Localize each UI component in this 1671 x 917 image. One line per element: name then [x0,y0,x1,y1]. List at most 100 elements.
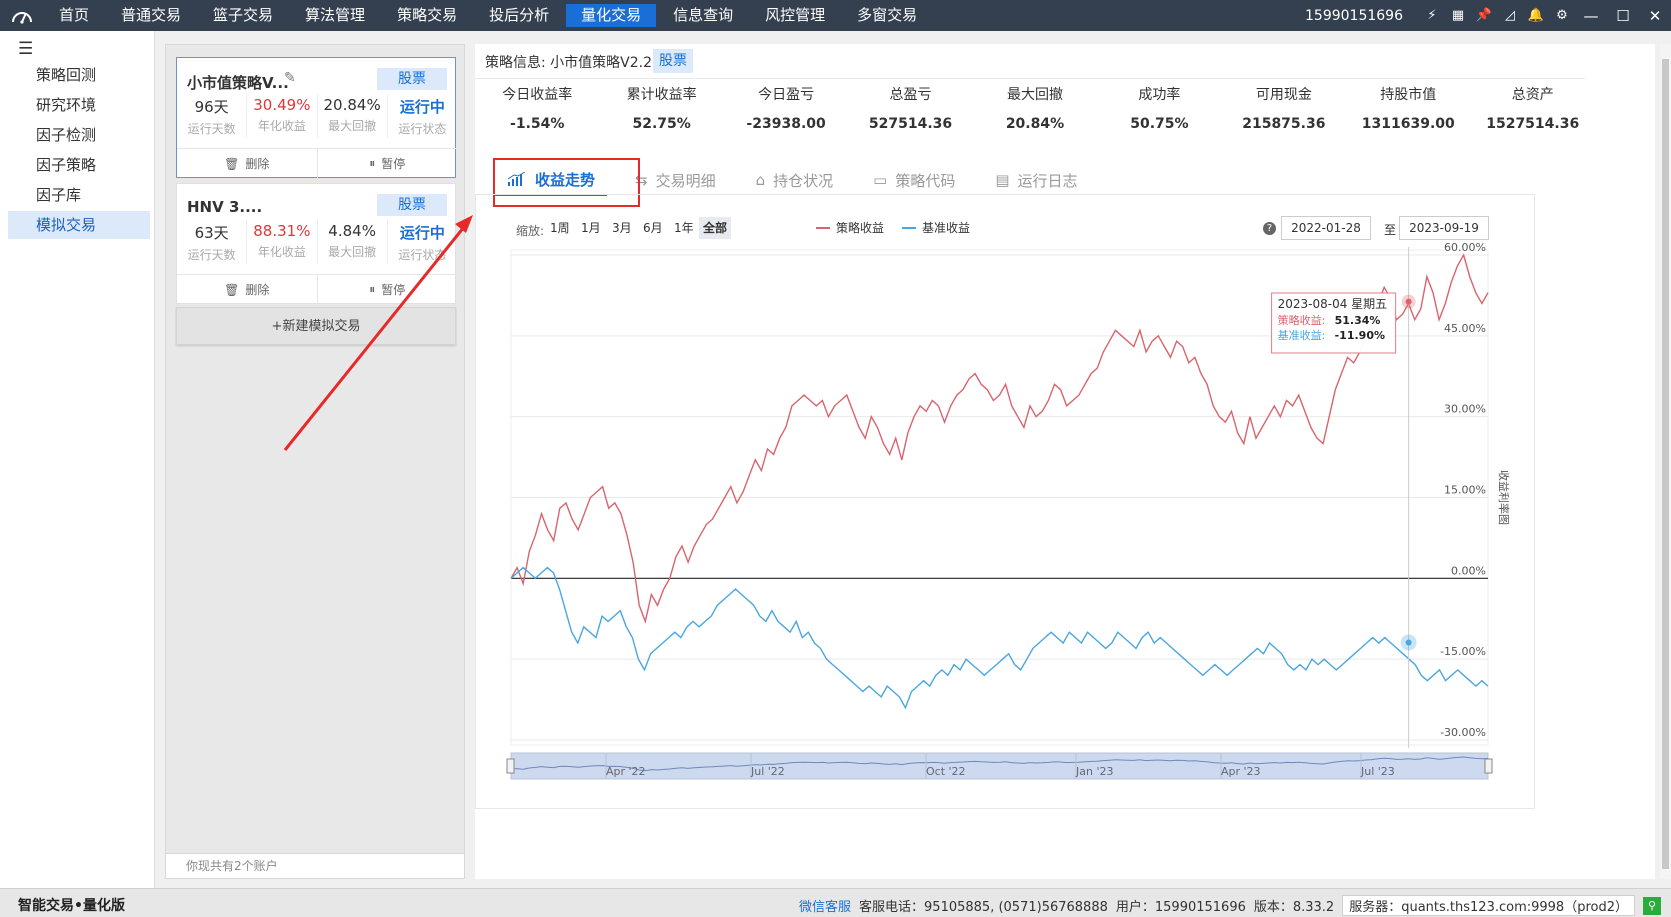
tab-positions[interactable]: ⌂ 持仓状况 [744,164,846,196]
end-date-input[interactable]: 2023-09-19 [1399,216,1489,240]
zoom-button[interactable]: 全部 [699,217,732,239]
summary-value: 50.75% [1130,116,1189,132]
zoom-button[interactable]: 1月 [581,221,601,235]
tab-label: 持仓状况 [773,171,834,190]
account-card[interactable]: 小市值策略V... ✎ 股票 96天 运行天数 30.49% 年化收益 20.84%… [176,57,458,178]
nav-item[interactable]: 量化交易 [566,4,657,27]
help-icon[interactable]: ? [1263,222,1276,235]
zoom-label: 缩放: [516,224,545,238]
chart-icon[interactable]: ◿ [1505,8,1515,23]
y-tick-label: 45.00% [1444,322,1486,335]
sidebar-item[interactable]: 因子检测 [36,126,97,144]
summary-cell: 总资产 1527514.36 [1471,84,1595,144]
nav-item[interactable]: 策略交易 [397,6,458,24]
tab-label: 运行日志 [1017,171,1078,190]
nav-item[interactable]: 投后分析 [489,6,550,24]
strategy-detail-panel: 策略信息: 小市值策略V2.2 股票 今日收益率 -1.54% 累计收益率 52.75… [475,44,1655,879]
maximize-icon[interactable]: ☐ [1616,6,1630,25]
pause-button[interactable]: ⏸ 暂停 [318,149,458,178]
max-drawdown: 4.84% [328,222,376,240]
navigator [510,752,1489,780]
pin-icon[interactable]: 📌 [1475,8,1493,23]
scrollbar-thumb[interactable] [1662,59,1669,869]
run-status: 运行中 [399,98,445,116]
zoom-button[interactable]: 6月 [643,221,663,235]
navigator-left-handle[interactable] [506,758,515,774]
run-days-label: 运行天数 [187,122,236,136]
annual-return-label: 年化收益 [257,119,306,133]
tooltip-s2-value: -11.90% [1335,329,1385,342]
tab-code[interactable]: ▭ 策略代码 [861,164,967,196]
new-sim-trade-button[interactable]: +新建模拟交易 [176,307,456,345]
legend-strategy[interactable]: 策略收益 [816,219,884,236]
strategy-info-label: 策略信息: [485,55,546,71]
summary-key: 今日收益率 [502,87,573,103]
tooltip-s1-value: 51.34% [1335,314,1381,327]
connection-icon: ⚲ [1643,896,1661,915]
navigator-label: Jan '23 [1075,765,1113,778]
sidebar-item[interactable]: 策略回测 [36,66,97,84]
summary-value: 527514.36 [868,116,953,132]
legend-benchmark[interactable]: 基准收益 [902,219,970,236]
nav-item[interactable]: 算法管理 [305,6,366,24]
run-days-label: 运行天数 [187,248,236,262]
account-phone: 15990151696 [1305,7,1403,24]
navigator-right-handle[interactable] [1484,758,1493,774]
gear-icon[interactable]: ⚙ [1556,8,1568,23]
top-navbar: 首页 普通交易 篮子交易 算法管理 策略交易 投后分析 量化交易 信息查询 风控管理 多窗交易 1… [0,0,1671,31]
max-drawdown-label: 最大回撤 [328,245,377,259]
nav-item[interactable]: 普通交易 [121,6,182,24]
benchmark-hover-point [1405,639,1412,646]
zoom-button[interactable]: 1年 [674,221,694,235]
close-icon[interactable]: ✕ [1648,6,1662,25]
wechat-service-link[interactable]: 微信客服 [799,900,852,915]
main-nav: 首页 普通交易 篮子交易 算法管理 策略交易 投后分析 量化交易 信息查询 风控管理 多窗交易 [44,0,934,31]
summary-cell: 今日收益率 -1.54% [475,84,599,144]
account-card[interactable]: HNV 3.... 股票 63天 运行天数 88.31% 年化收益 4.84% 最大回… [176,183,458,304]
delete-button[interactable]: 🗑 删除 [177,275,318,304]
minimize-icon[interactable]: — [1583,6,1599,25]
tab-returns[interactable]: 收益走势 [493,158,640,207]
y-tick-label: 15.00% [1444,484,1486,497]
left-sidebar: ☰ 策略回测研究环境因子检测因子策略因子库模拟交易 [0,31,155,888]
bar-chart-icon [507,171,526,186]
nav-item[interactable]: 信息查询 [673,6,734,24]
edit-pencil-icon[interactable]: ✎ [284,70,296,86]
summary-value: 1527514.36 [1486,116,1580,132]
summary-key: 累计收益率 [626,87,697,103]
sidebar-item[interactable]: 模拟交易 [8,211,150,239]
accounts-count: 你现共有2个账户 [166,853,464,878]
returns-line-chart[interactable]: 60.00% 45.00% 30.00% 15.00% 0.00% -15.00% -30.… [476,195,1534,795]
hamburger-menu-icon[interactable]: ☰ [18,39,34,59]
app-logo-icon[interactable] [0,0,44,31]
y-tick-label: 0.00% [1451,564,1486,577]
legend-label: 策略收益 [836,221,885,235]
delete-button[interactable]: 🗑 删除 [177,149,318,178]
pause-button[interactable]: ⏸ 暂停 [318,275,458,304]
vertical-scrollbar[interactable] [1660,44,1671,879]
sidebar-item[interactable]: 因子策略 [36,156,97,174]
nav-item[interactable]: 多窗交易 [857,6,918,24]
summary-cell: 成功率 50.75% [1097,84,1221,144]
layout-icon[interactable]: ▦ [1451,8,1465,23]
sidebar-item[interactable]: 研究环境 [36,96,97,114]
summary-cell: 持股市值 1311639.00 [1346,84,1470,144]
tab-logs[interactable]: ▤ 运行日志 [983,164,1089,196]
summary-key: 总资产 [1511,87,1554,103]
bell-icon[interactable]: 🔔 [1527,8,1545,23]
sidebar-item[interactable]: 因子库 [36,186,82,204]
nav-item[interactable]: 篮子交易 [213,6,274,24]
annual-return-label: 年化收益 [257,245,306,259]
y-axis-label: 收益利率图 [1497,470,1511,525]
tab-label: 策略代码 [895,171,956,190]
start-date-input[interactable]: 2022-01-28 [1281,216,1371,240]
returns-chart-panel: 缩放: 1周 1月 3月 6月 1年 全部 策略收益 基准收益 ? 2022-01-28 … [475,194,1535,809]
lightning-icon[interactable]: ⚡ [1427,8,1437,23]
nav-item[interactable]: 风控管理 [765,6,826,24]
summary-value: -23938.00 [746,116,826,132]
zoom-button[interactable]: 1周 [550,221,570,235]
nav-item[interactable]: 首页 [59,6,90,24]
user-info: 用户：15990151696 [1115,900,1246,915]
zoom-button[interactable]: 3月 [612,221,632,235]
tooltip-s1-label: 策略收益: [1278,313,1326,327]
